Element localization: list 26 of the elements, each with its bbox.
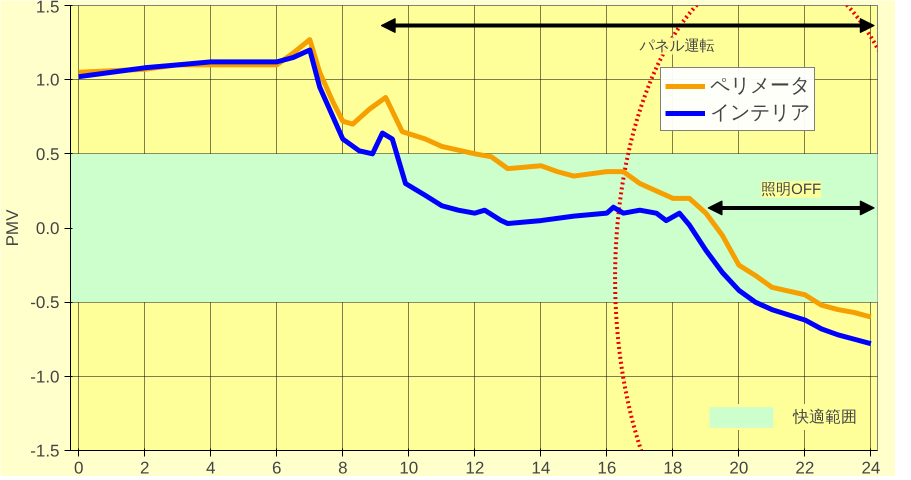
y-tick-label: 0.5: [36, 144, 60, 164]
x-tick-label: 16: [597, 458, 616, 478]
x-tick-label: 4: [206, 458, 216, 478]
x-tick-label: 22: [795, 458, 814, 478]
legend-label: ペリメータ: [710, 74, 810, 99]
y-tick-label: -0.5: [30, 293, 60, 312]
x-tick-label: 20: [729, 458, 748, 478]
legend-label: 快適範囲: [793, 408, 857, 428]
x-tick-label: 24: [861, 458, 880, 478]
legend-label: インテリア: [710, 101, 810, 126]
x-tick-label: 2: [140, 458, 150, 478]
annotation: パネル運転: [638, 38, 715, 55]
y-tick-label: 0.0: [36, 219, 60, 238]
x-tick-label: 12: [465, 458, 484, 478]
y-tick-label: -1.5: [30, 442, 60, 460]
x-tick-label: 8: [338, 458, 348, 478]
x-tick-label: 6: [272, 458, 282, 478]
x-tick-label: 10: [399, 458, 418, 478]
annotation: 照明OFF: [761, 180, 822, 198]
x-tick-label: 14: [531, 458, 550, 478]
x-tick-label: 18: [663, 458, 682, 478]
y-tick-label: -1.0: [30, 367, 60, 386]
y-tick-label: 1.0: [36, 70, 60, 90]
x-tick-label: 0: [74, 458, 84, 478]
y-tick-label: 1.5: [36, 0, 60, 16]
y-axis-title: PMV: [3, 208, 22, 246]
